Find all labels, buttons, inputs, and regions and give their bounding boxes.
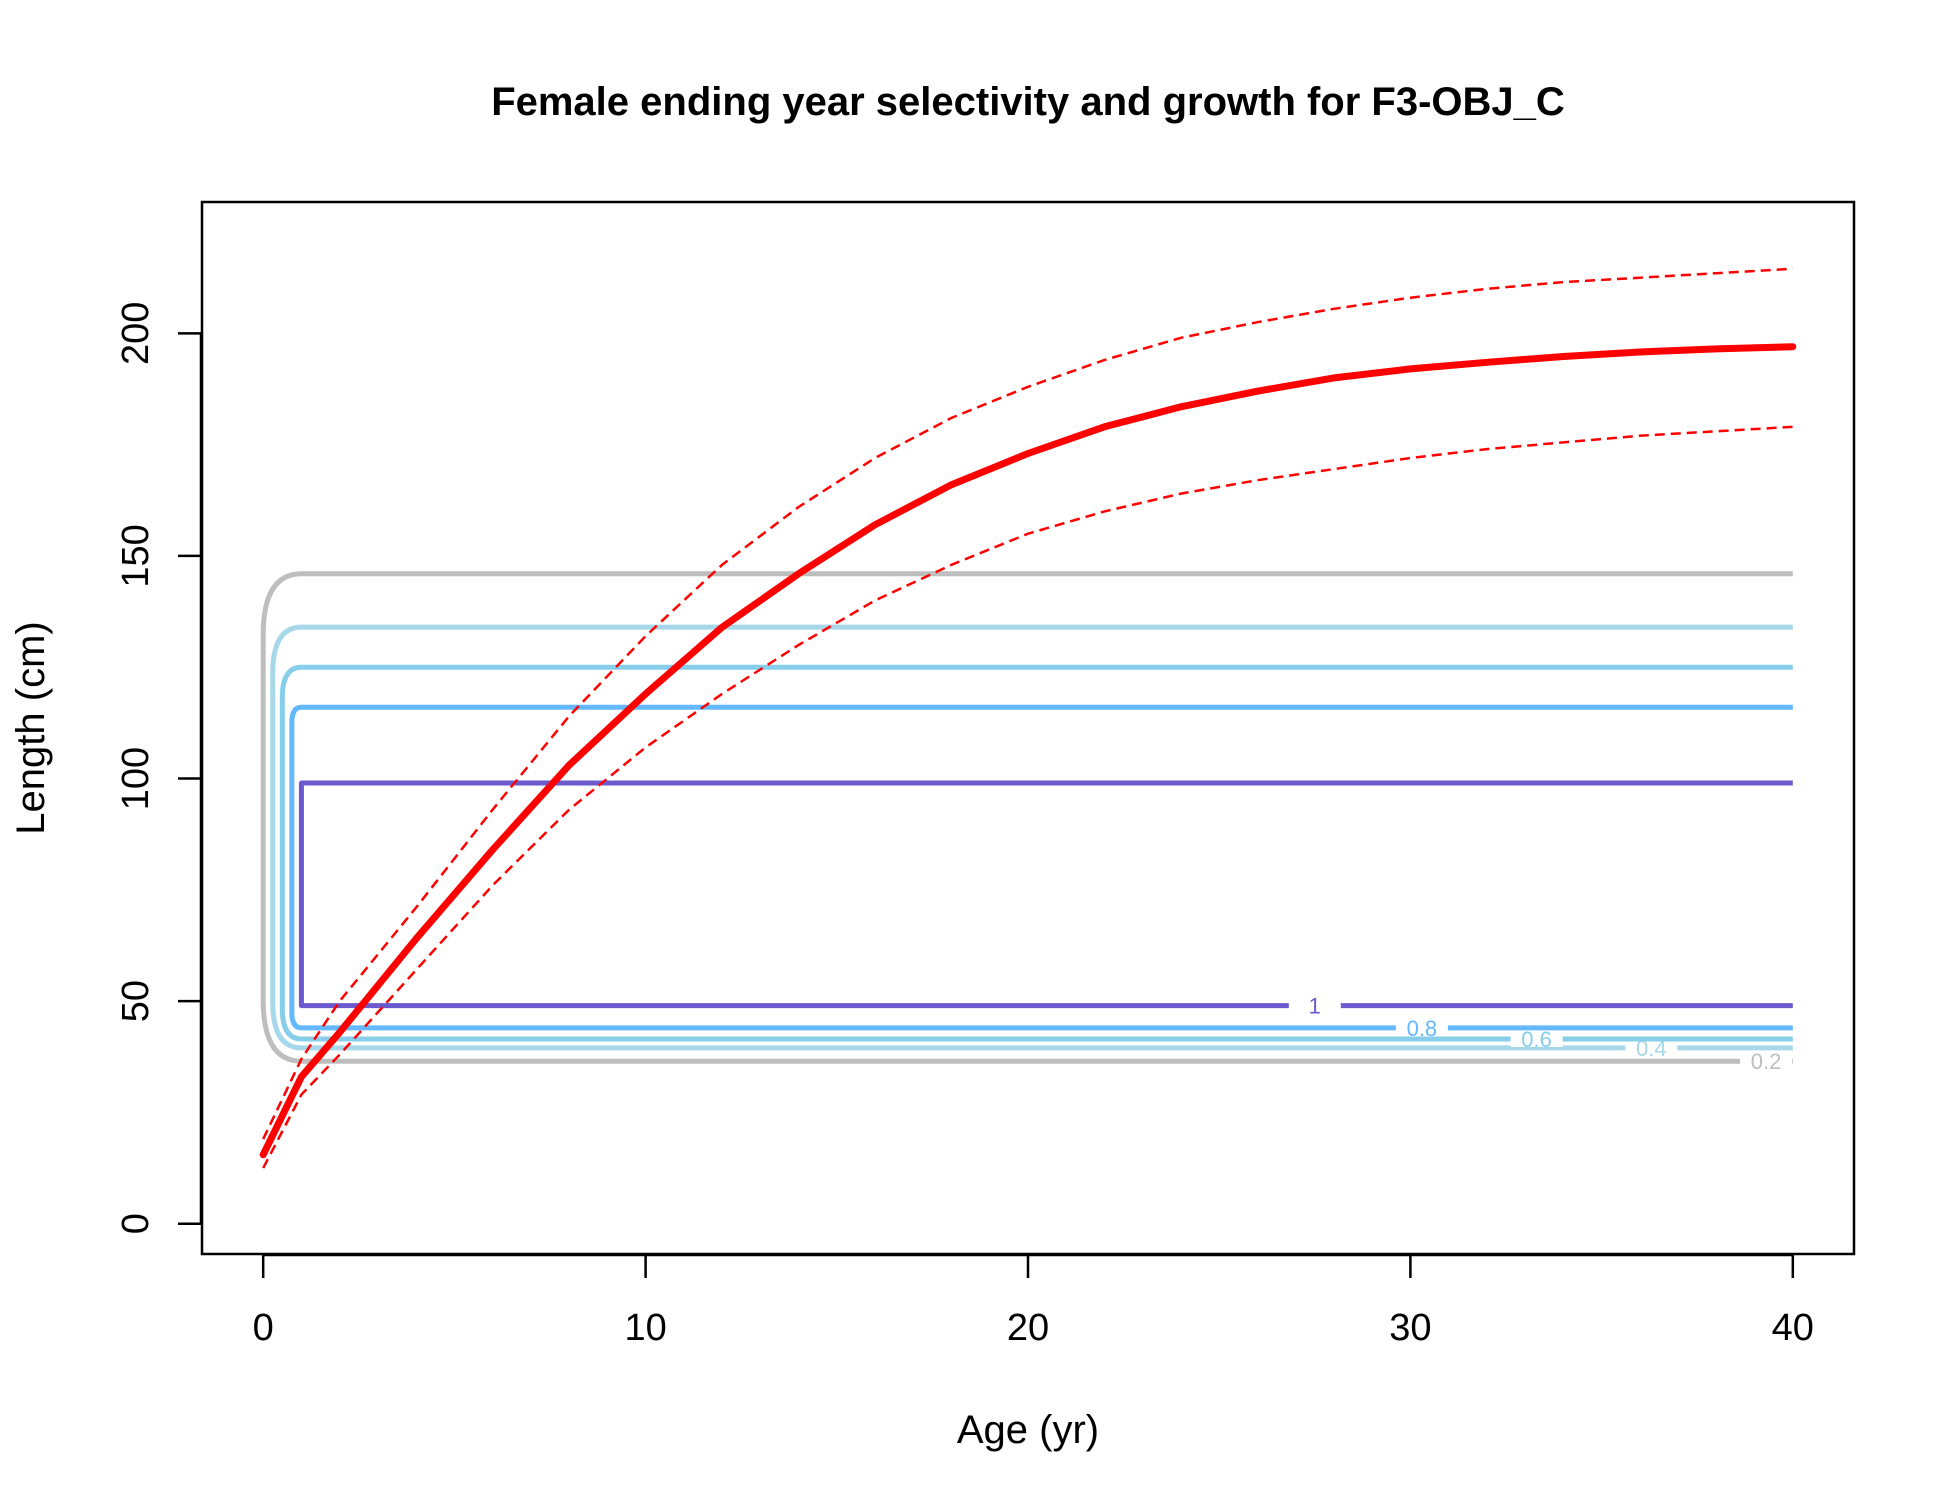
plot-box xyxy=(200,200,1856,1256)
x-tick-label: 20 xyxy=(1007,1307,1049,1349)
contour-label-gap xyxy=(1395,1019,1448,1036)
x-tick-label: 0 xyxy=(253,1307,274,1349)
selectivity-contours: 0.20.40.60.81 xyxy=(260,571,1793,1074)
contour-0-4 xyxy=(270,624,1793,1051)
growth-upper-interval xyxy=(262,267,1793,1140)
y-tick-label: 50 xyxy=(115,980,157,1022)
growth-lower-interval xyxy=(262,425,1793,1169)
x-axis: 0 10 20 30 40 xyxy=(253,1253,1814,1349)
contour-label: 0.2 xyxy=(1751,1049,1782,1074)
contour-label-gap xyxy=(1510,1030,1563,1047)
x-axis-label: Age (yr) xyxy=(957,1408,1099,1452)
contour-0-8 xyxy=(289,704,1793,1031)
contour-0-6 xyxy=(279,664,1793,1042)
y-tick-label: 150 xyxy=(115,524,157,587)
y-axis: 0 50 100 150 200 xyxy=(115,302,203,1234)
contour-label-gap xyxy=(1740,1053,1793,1070)
y-tick-label: 100 xyxy=(115,747,157,810)
y-tick-label: 0 xyxy=(115,1213,157,1234)
contour-1 xyxy=(298,780,1793,1009)
y-tick-label: 200 xyxy=(115,302,157,365)
contour-0-2 xyxy=(260,571,1793,1064)
growth-curves xyxy=(259,267,1797,1169)
contour-label: 0.6 xyxy=(1521,1027,1552,1052)
chart-title: Female ending year selectivity and growt… xyxy=(491,80,1565,124)
contour-label-gap xyxy=(1288,997,1341,1014)
x-tick-label: 30 xyxy=(1389,1307,1431,1349)
contour-label: 0.8 xyxy=(1407,1016,1438,1041)
growth-mean-line xyxy=(259,343,1797,1159)
contour-label: 1 xyxy=(1309,994,1321,1019)
x-tick-label: 10 xyxy=(624,1307,666,1349)
contour-label-gap xyxy=(1625,1039,1678,1056)
y-axis-label: Length (cm) xyxy=(9,621,53,834)
x-tick-label: 40 xyxy=(1772,1307,1814,1349)
